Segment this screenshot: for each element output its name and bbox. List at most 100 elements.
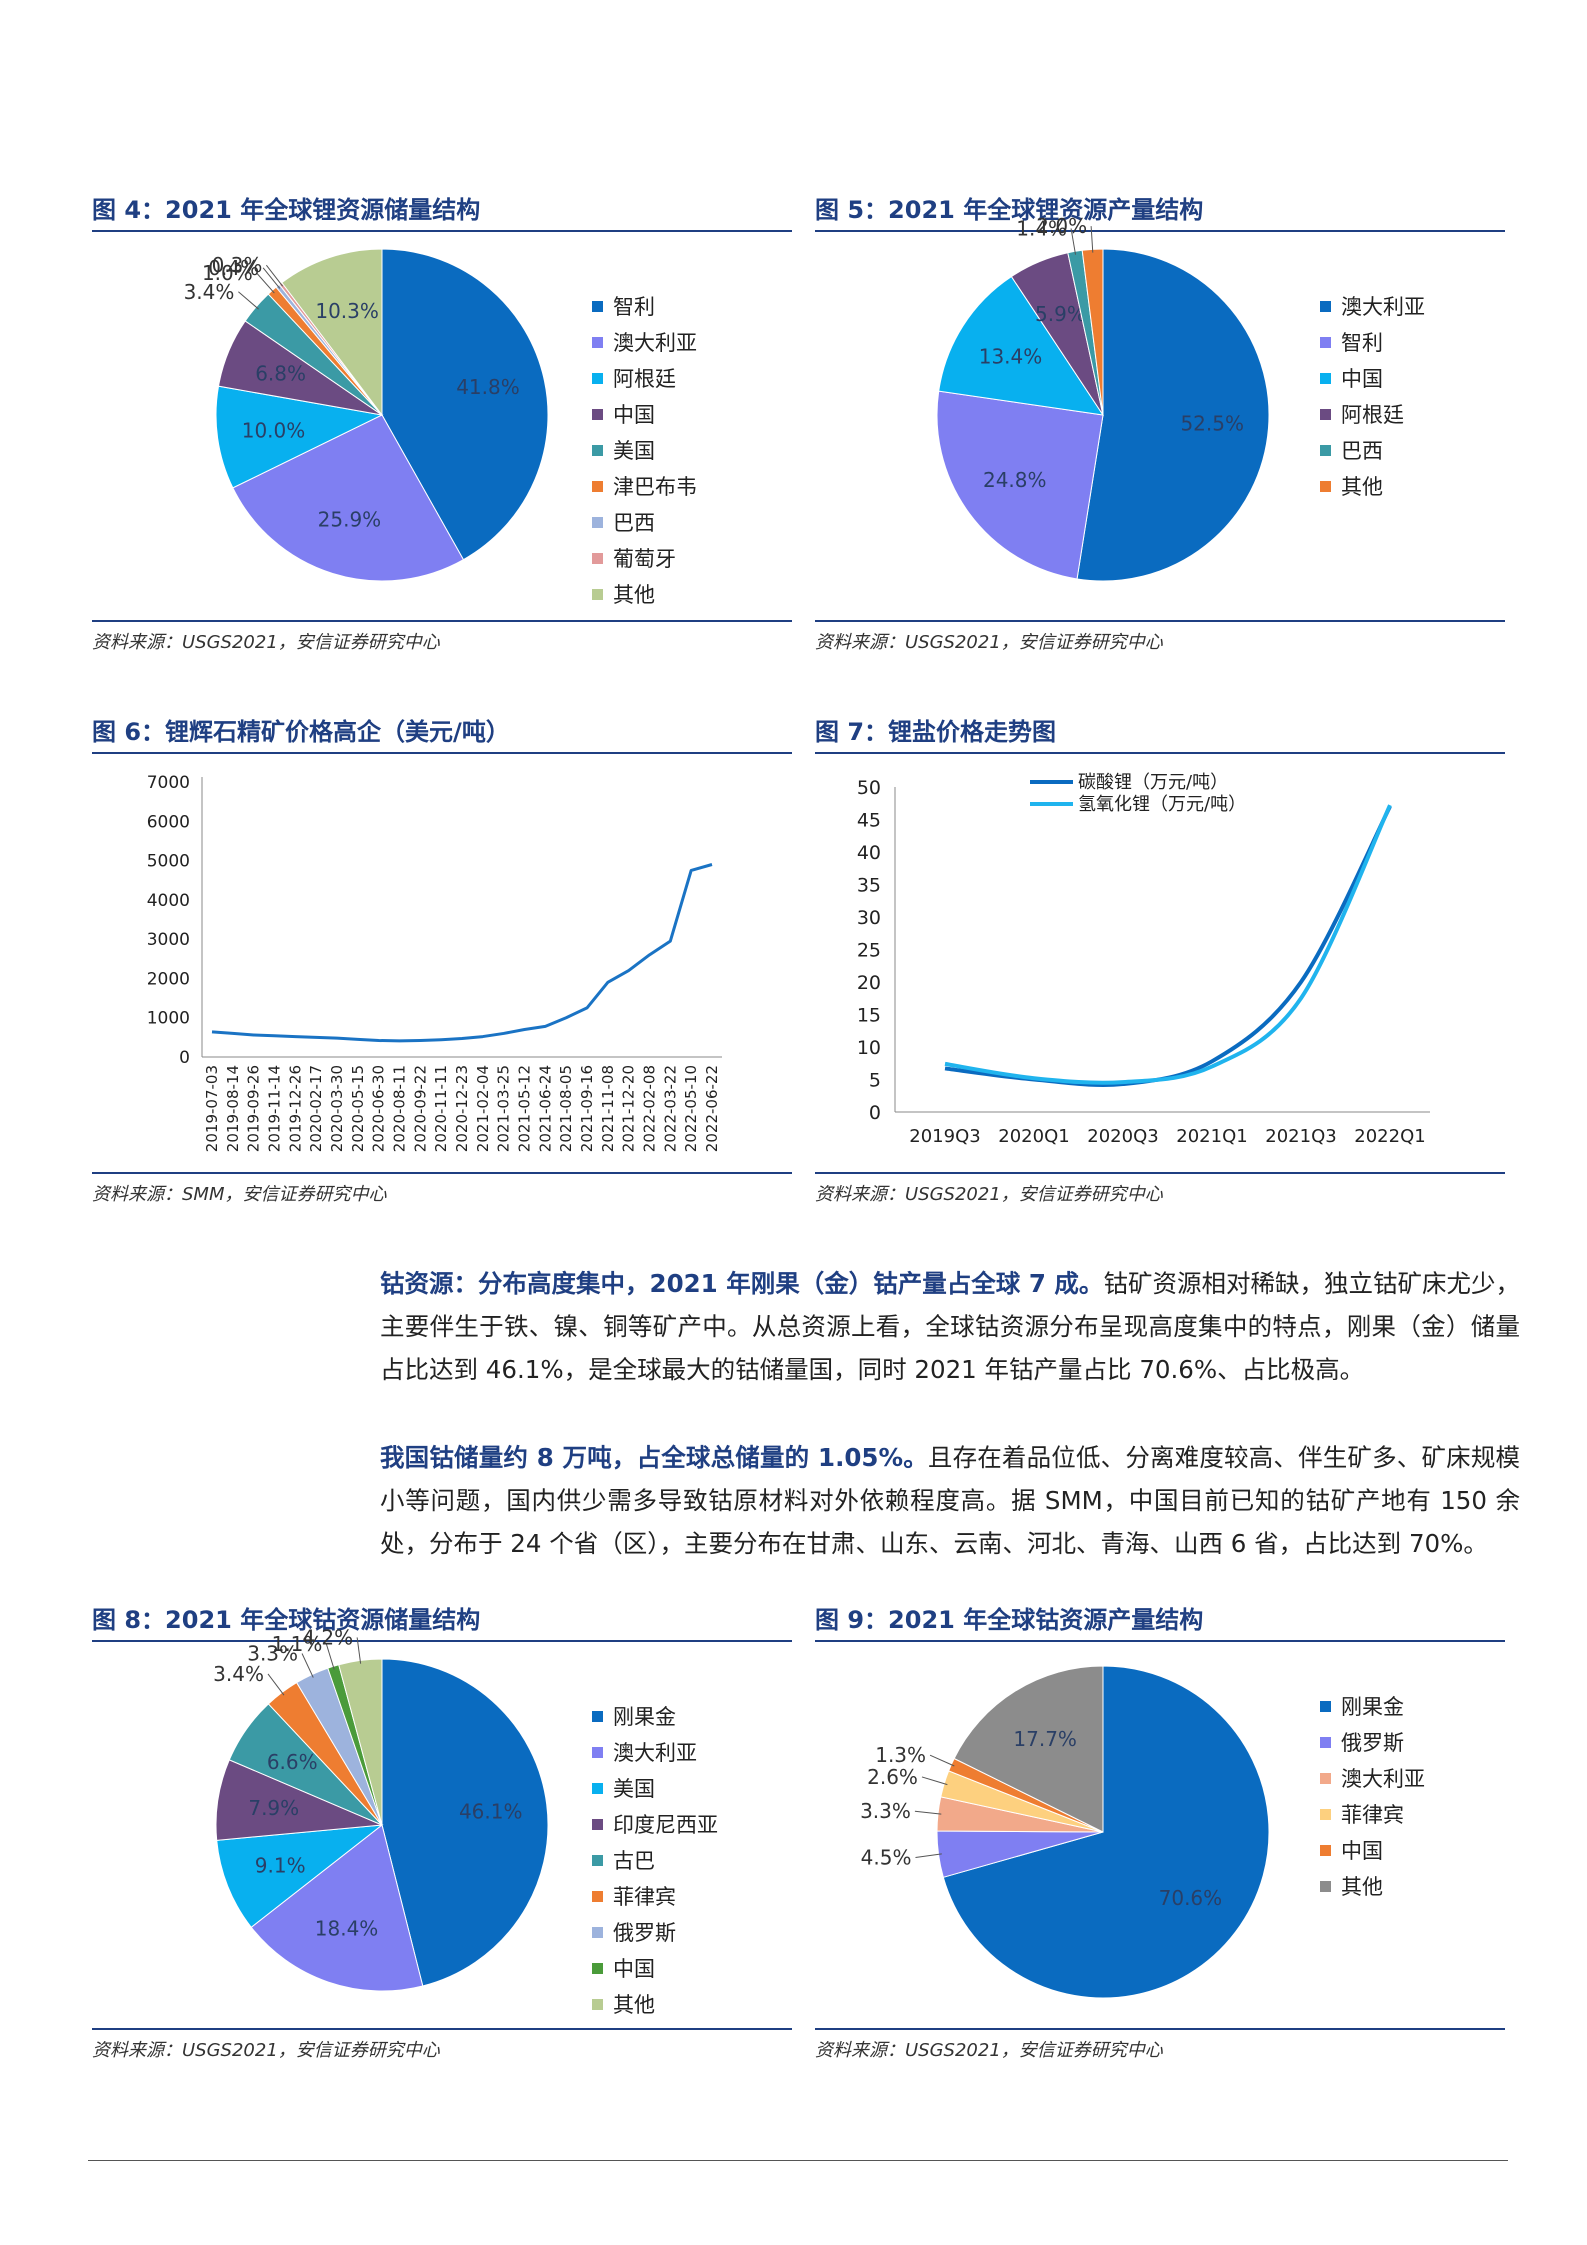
series-line-lithium-hydroxide [944, 804, 1392, 1085]
leader-line [267, 1673, 285, 1696]
y-tick-label: 10 [857, 1037, 881, 1059]
legend-label: 智利 [1341, 331, 1383, 355]
legend-swatch [592, 1782, 603, 1794]
legend-swatch [592, 1962, 603, 1974]
pie-slice [953, 1665, 1104, 1833]
source-rule [92, 1172, 792, 1174]
y-tick-label: 5 [869, 1070, 881, 1092]
legend-item: 澳大利亚 [1320, 1760, 1425, 1796]
legend-item: 阿根廷 [592, 360, 697, 396]
legend-swatch [592, 1710, 603, 1722]
y-tick-label: 7000 [147, 773, 190, 793]
source-note: 资料来源：USGS2021，安信证券研究中心 [92, 632, 440, 653]
legend-label: 津巴布韦 [613, 475, 697, 499]
pie-data-label: 0.4% [208, 256, 259, 280]
legend-label: 刚果金 [1341, 1695, 1404, 1719]
source-note: 资料来源：USGS2021，安信证券研究中心 [815, 2040, 1163, 2061]
legend-item: 巴西 [1320, 432, 1425, 468]
pie-slice [381, 248, 549, 561]
legend-swatch [592, 480, 603, 492]
leader-line [915, 1853, 942, 1858]
x-tick-label: 2021-05-12 [516, 1065, 534, 1152]
legend-swatch [1320, 1700, 1331, 1712]
x-tick-label: 2022-05-10 [682, 1065, 700, 1152]
legend: 刚果金 澳大利亚 美国 印度尼西亚 古巴 菲律宾 俄罗斯 中国 其他 [592, 1698, 718, 2022]
y-tick-label: 2000 [147, 969, 190, 989]
y-tick-label: 0 [869, 1102, 881, 1124]
legend-item: 津巴布韦 [592, 468, 697, 504]
leader-line [301, 1653, 314, 1678]
pie-slice [232, 414, 465, 582]
leader-line [356, 1637, 362, 1664]
legend-item: 俄罗斯 [1320, 1724, 1425, 1760]
leader-line [1090, 226, 1094, 253]
title-rule [815, 1640, 1505, 1642]
paragraph-body: 钴矿资源相对稀缺，独立钴矿床尤少，主要伴生于铁、镍、铜等矿产中。从总资源上看，全… [380, 1269, 1520, 1384]
pie-data-label: 41.8% [456, 375, 520, 399]
legend-label: 菲律宾 [1341, 1803, 1404, 1827]
leader-line [256, 272, 275, 294]
legend-item: 中国 [592, 1950, 718, 1986]
legend-item: 智利 [592, 288, 697, 324]
legend-item: 其他 [1320, 468, 1425, 504]
legend: 澳大利亚 智利 中国 阿根廷 巴西 其他 [1320, 288, 1425, 504]
legend-item: 澳大利亚 [592, 324, 697, 360]
legend-label: 刚果金 [613, 1705, 676, 1729]
x-tick-label: 2019-09-26 [245, 1065, 263, 1152]
y-tick-label: 0 [179, 1048, 190, 1068]
legend-label: 澳大利亚 [613, 1741, 697, 1765]
pie-chart: 52.5% 24.8% 13.4% 5.9% 1.4%2.0% [936, 214, 1270, 582]
legend-label: 澳大利亚 [613, 331, 697, 355]
title-rule [92, 1640, 792, 1642]
legend-label: 智利 [613, 295, 655, 319]
legend-label: 菲律宾 [613, 1885, 676, 1909]
x-tick-label: 2022-02-08 [641, 1065, 659, 1152]
pie-data-label: 10.3% [315, 299, 379, 323]
pie-data-label: 7.9% [248, 1796, 299, 1820]
legend-item: 巴西 [592, 504, 697, 540]
legend-label: 其他 [613, 583, 655, 607]
paragraph-lead: 钴资源：分布高度集中，2021 年刚果（金）钴产量占全球 7 成。 [380, 1269, 1104, 1298]
x-tick-label: 2021Q3 [1265, 1126, 1336, 1147]
paragraph-lead: 我国钴储量约 8 万吨，占全球总储量的 1.05%。 [380, 1443, 928, 1472]
legend-item: 阿根廷 [1320, 396, 1425, 432]
source-rule [92, 620, 792, 622]
y-tick-label: 25 [857, 940, 881, 962]
pie-data-label: 9.1% [255, 1853, 306, 1877]
legend-item: 刚果金 [1320, 1688, 1425, 1724]
source-rule [815, 2028, 1505, 2030]
x-tick-label: 2020-06-30 [370, 1065, 388, 1152]
legend-swatch [592, 516, 603, 528]
x-tick-label: 2020-05-15 [349, 1065, 367, 1152]
legend-swatch [1320, 1844, 1331, 1856]
legend-item: 中国 [592, 396, 697, 432]
legend-swatch [1320, 480, 1331, 492]
x-tick-label: 2020Q3 [1087, 1126, 1158, 1147]
source-rule [815, 620, 1505, 622]
legend-label: 俄罗斯 [1341, 1731, 1404, 1755]
pie-slice [281, 248, 383, 417]
legend-swatch [592, 372, 603, 384]
pie-data-label: 24.8% [983, 468, 1047, 492]
legend-swatch [1320, 1772, 1331, 1784]
x-tick-label: 2019-07-03 [203, 1065, 221, 1152]
legend: 智利 澳大利亚 阿根廷 中国 美国 津巴布韦 巴西 葡萄牙 其他 [592, 288, 697, 612]
figure-4: 图 4：2021 年全球锂资源储量结构 41.8% 25.9% 10.0% 6.8% 3… [92, 190, 792, 660]
pie-data-label: 1.4% [1016, 216, 1067, 240]
title-rule [92, 230, 792, 232]
y-tick-label: 40 [857, 842, 881, 864]
y-tick-label: 6000 [147, 812, 190, 832]
pie-slice [381, 1658, 549, 1987]
legend-label: 中国 [613, 403, 655, 427]
legend-label: 中国 [1341, 1839, 1383, 1863]
legend-item: 中国 [1320, 360, 1425, 396]
legend-swatch [592, 1890, 603, 1902]
leader-line [929, 1754, 955, 1767]
x-tick-label: 2021-11-08 [599, 1065, 617, 1152]
figure-title: 图 4：2021 年全球锂资源储量结构 [92, 196, 481, 224]
x-tick-label: 2019Q3 [909, 1126, 980, 1147]
pie-data-label: 3.4% [184, 280, 235, 304]
title-rule [815, 230, 1505, 232]
figure-7: 图 7：锂盐价格走势图 50 45 40 35 30 25 20 15 10 5 0 2019Q3 20… [815, 712, 1505, 1212]
